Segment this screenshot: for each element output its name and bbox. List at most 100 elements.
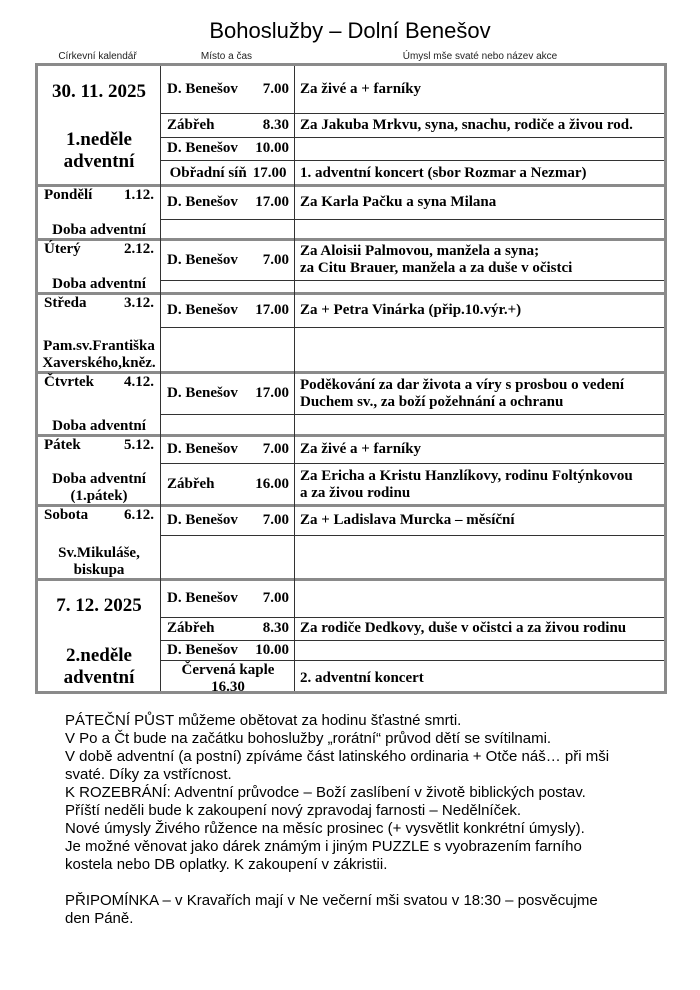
- feast-line: Doba adventní: [52, 418, 146, 434]
- intention-cell: Za živé a + farníky: [295, 436, 664, 463]
- intention-cell: 2. adventní koncert: [295, 660, 664, 697]
- calendar-cell: Sobota 6.12. Sv.Mikuláše, biskupa: [38, 506, 160, 580]
- note-line: den Páně.: [65, 910, 134, 927]
- sunday-date: 30. 11. 2025: [52, 81, 146, 102]
- intention-text: 1. adventní koncert (sbor Rozmar a Nezma…: [300, 164, 587, 181]
- time: 10.00: [255, 140, 289, 156]
- day-date: 2.12.: [124, 241, 154, 257]
- sunday-label-line: adventní: [63, 151, 135, 172]
- place-time-cell: Obřadní síň 17.00: [161, 160, 294, 186]
- intention-text: Za Aloisii Palmovou, manžela a syna; za …: [300, 243, 573, 276]
- intention-cell: Za Ericha a Kristu Hanzlíkovy, rodinu Fo…: [295, 463, 664, 506]
- calendar-cell: Pondělí 1.12. Doba adventní: [38, 186, 160, 240]
- place: Zábřeh: [167, 116, 215, 133]
- note-line: V Po a Čt bude na začátku bohoslužby „ro…: [65, 730, 552, 747]
- time: 7.00: [262, 81, 289, 97]
- day-name: Pondělí: [44, 187, 93, 203]
- calendar-cell: Čtvrtek 4.12. Doba adventní: [38, 373, 160, 436]
- day-date: 3.12.: [124, 295, 154, 311]
- feast-line: Xaverského,kněz.: [42, 355, 156, 371]
- time: 7.00: [262, 251, 289, 268]
- place-time-cell: [161, 535, 294, 580]
- note-line: Je možné věnovat jako dárek známým i jin…: [65, 838, 582, 855]
- row-divider: [161, 219, 664, 220]
- time: 7.00: [262, 590, 289, 606]
- time: 17.00: [252, 164, 287, 181]
- day-separator: [38, 371, 664, 374]
- intention-text: Za + Petra Vinárka (přip.10.výr.+): [300, 302, 522, 318]
- row-divider: [161, 414, 664, 415]
- place-time-cell: Zábřeh 8.30: [161, 617, 294, 640]
- schedule-table: 30. 11. 2025 1.neděle adventní D. Benešov 7.…: [35, 63, 667, 697]
- day-heading: Úterý 2.12.: [44, 241, 154, 258]
- feast-label: Doba adventní (1.pátek): [38, 471, 160, 505]
- place: D. Benešov: [167, 590, 238, 606]
- day-date: 6.12.: [124, 507, 154, 523]
- place-time-cell: D. Benešov 7.00: [161, 66, 294, 113]
- row-divider: [161, 617, 664, 618]
- intention-cell: Za Aloisii Palmovou, manžela a syna; za …: [295, 240, 664, 280]
- day-separator: [38, 292, 664, 295]
- row-divider: [161, 160, 664, 161]
- calendar-cell: 7. 12. 2025 2.neděle adventní: [38, 580, 160, 697]
- place: D. Benešov: [167, 441, 238, 457]
- place-time-cell: D. Benešov 10.00: [161, 137, 294, 160]
- sunday-label-line: 1.neděle: [66, 129, 132, 150]
- place: D. Benešov: [167, 302, 238, 318]
- sunday-label: 2.neděle adventní: [38, 645, 160, 689]
- feast-line: Pam.sv.Františka: [43, 338, 155, 354]
- calendar-cell: Úterý 2.12. Doba adventní: [38, 240, 160, 294]
- intention-cell: Za Jakuba Mrkvu, syna, snachu, rodiče a …: [295, 113, 664, 137]
- feast-label: Doba adventní: [38, 276, 160, 293]
- day-separator: [38, 184, 664, 187]
- feast-line: biskupa: [73, 562, 125, 578]
- feast-line: (1.pátek): [70, 488, 128, 504]
- place-time-cell: D. Benešov 7.00: [161, 240, 294, 280]
- calendar-cell: Středa 3.12. Pam.sv.Františka Xaverského,kn…: [38, 294, 160, 373]
- place-time-cell: D. Benešov 10.00: [161, 640, 294, 660]
- time: 10.00: [255, 641, 289, 658]
- column-header-place-time: Místo a čas: [200, 51, 253, 62]
- place-time-cell: D. Benešov 7.00: [161, 580, 294, 617]
- calendar-cell: 30. 11. 2025 1.neděle adventní: [38, 66, 160, 186]
- note-line: PŘIPOMÍNKA – v Kravařích mají v Ne večer…: [65, 892, 598, 909]
- feast-line: Doba adventní: [52, 276, 146, 292]
- day-separator: [38, 238, 664, 241]
- time: 7.00: [262, 441, 289, 457]
- place: D. Benešov: [167, 385, 238, 401]
- place-time-cell: D. Benešov 17.00: [161, 186, 294, 219]
- intention-text: Za Karla Pačku a syna Milana: [300, 194, 497, 210]
- place-time-cell: [161, 219, 294, 240]
- day-separator: [38, 504, 664, 507]
- place: D. Benešov: [167, 140, 238, 156]
- day-date: 5.12.: [124, 437, 154, 453]
- day-name: Úterý: [44, 241, 81, 257]
- intention-text: Za Jakuba Mrkvu, syna, snachu, rodiče a …: [300, 116, 633, 133]
- time: 17.00: [255, 194, 289, 210]
- place-time-cell: [161, 414, 294, 436]
- sunday-date: 7. 12. 2025: [56, 595, 142, 616]
- page-title: Bohoslužby – Dolní Benešov: [209, 18, 491, 43]
- day-name: Čtvrtek: [44, 374, 94, 390]
- announcements: PÁTEČNÍ PŮST můžeme obětovat za hodinu š…: [65, 712, 685, 928]
- row-divider: [161, 660, 664, 661]
- day-date: 1.12.: [124, 187, 154, 203]
- place-time-cell: Zábřeh 16.00: [161, 463, 294, 506]
- column-divider: [160, 66, 161, 691]
- place: Obřadní síň: [169, 164, 247, 181]
- place-time-cell: [161, 327, 294, 373]
- day-name: Sobota: [44, 507, 89, 523]
- intention-cell: Za Karla Pačku a syna Milana: [295, 186, 664, 219]
- time: 17.00: [255, 302, 289, 318]
- intention-text: Za živé a + farníky: [300, 81, 422, 97]
- row-divider: [161, 535, 664, 536]
- sunday-label-line: 2.neděle: [66, 645, 132, 666]
- day-heading: Pondělí 1.12.: [44, 187, 154, 204]
- time: 8.30: [262, 620, 289, 636]
- day-heading: Pátek 5.12.: [44, 437, 154, 454]
- intention-text: 2. adventní koncert: [300, 670, 424, 686]
- day-name: Pátek: [44, 437, 81, 453]
- intention-cell: Za živé a + farníky: [295, 66, 664, 113]
- sunday-label-line: adventní: [63, 667, 135, 688]
- intention-cell: [295, 219, 664, 240]
